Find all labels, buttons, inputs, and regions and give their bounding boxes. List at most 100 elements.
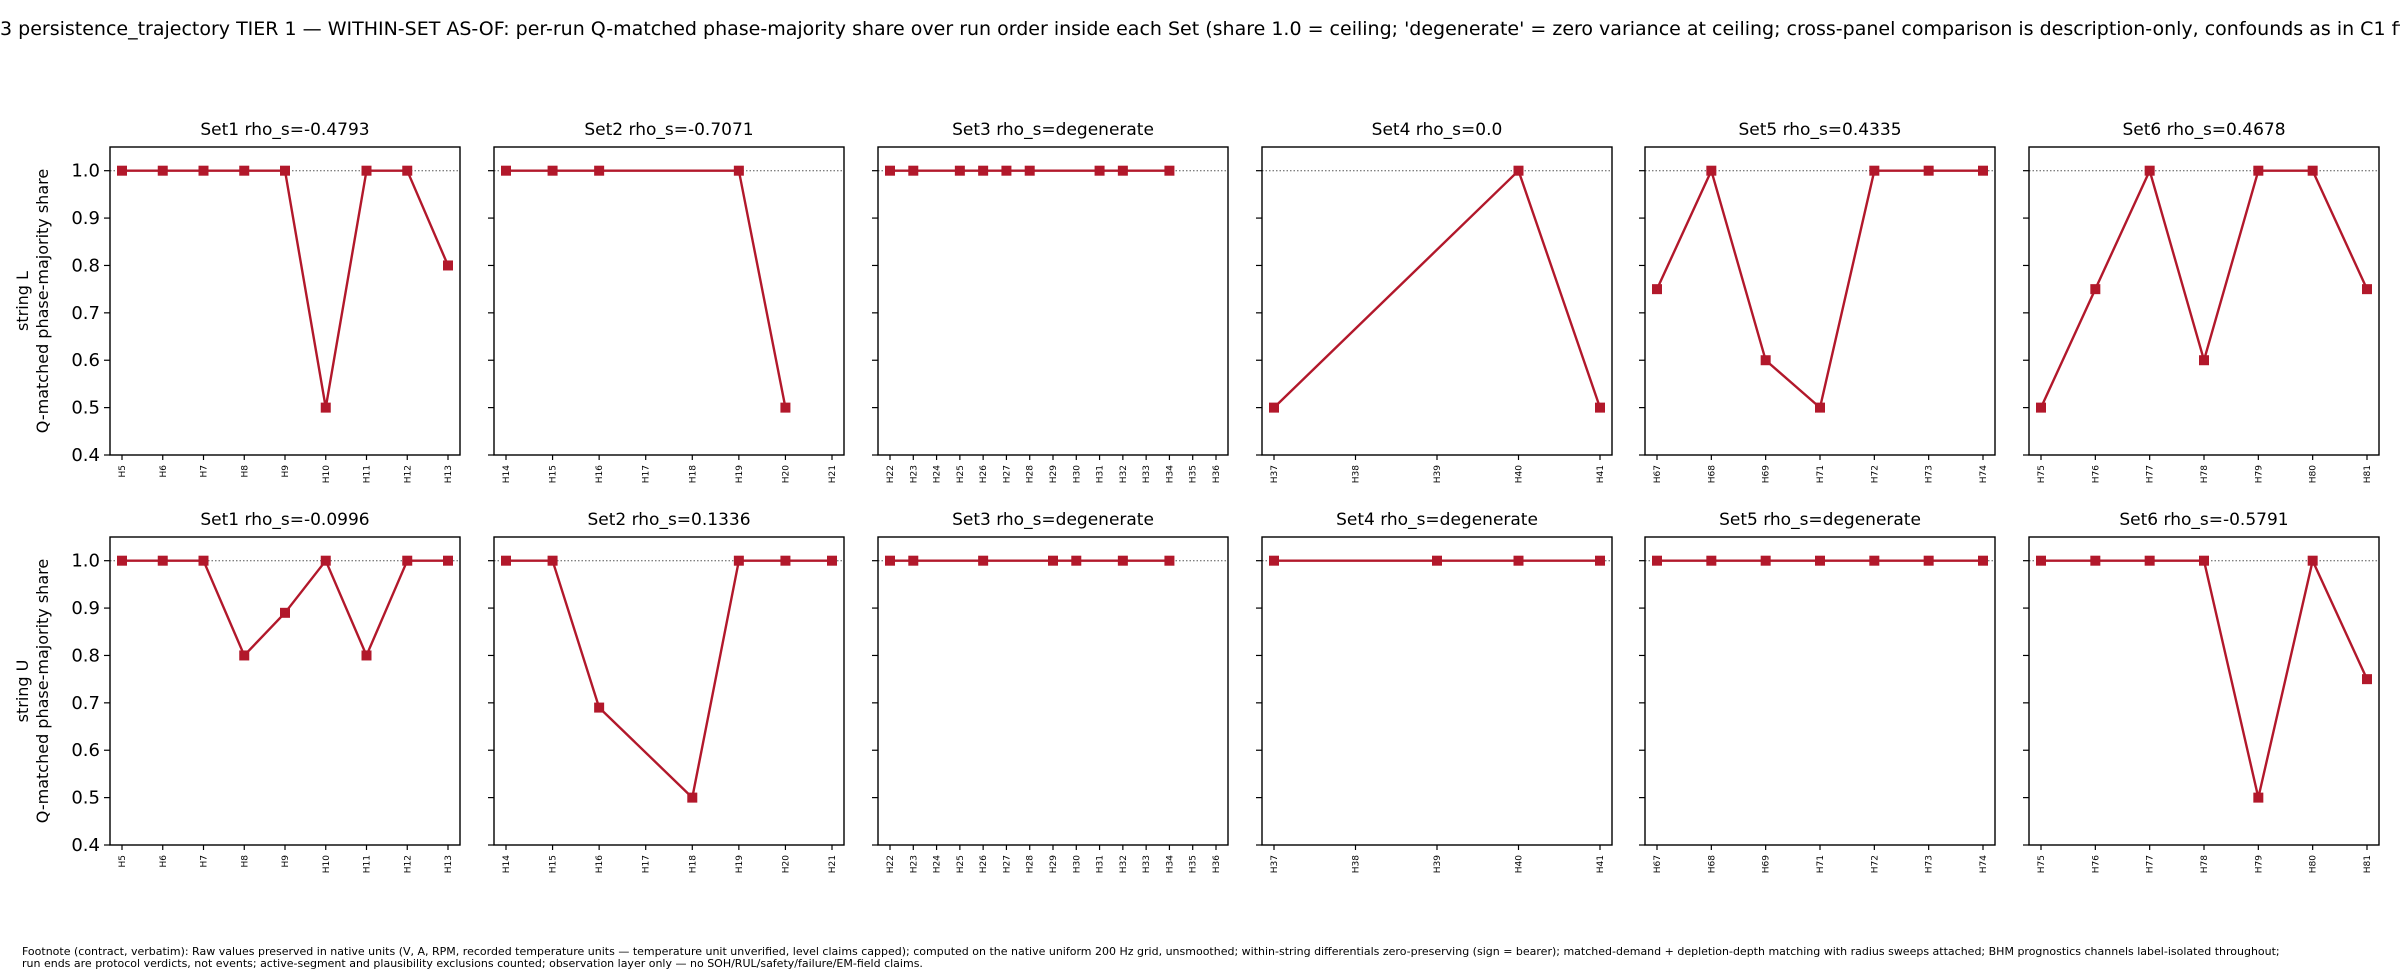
panel: Set5 rho_s=degenerate H67 H68 H69 H71 H72 H73 H… [1639,510,1996,873]
panel: Set4 rho_s=0.0 H37 H38 H39 H40 H41 [1256,120,1613,483]
data-point [1815,402,1825,413]
data-point [198,165,209,176]
x-tick-label: H39 [1433,465,1443,483]
y-tick-label: 0.4 [71,445,100,466]
data-point [2144,165,2155,176]
x-tick-label: H78 [2200,465,2210,483]
x-tick-label: H9 [281,465,291,478]
x-tick-label: H69 [1762,855,1772,873]
data-point [1652,555,1662,566]
y-tick-label: 1.0 [71,551,100,572]
data-point [1923,555,1934,566]
x-tick-label: H41 [1596,855,1606,873]
y-tick-label: 0.9 [71,598,100,619]
data-point [501,165,511,176]
data-point [1706,555,1717,566]
panel: Set4 rho_s=degenerate H37 H38 H39 H40 H41 [1256,510,1613,873]
x-tick-label: H68 [1707,465,1717,483]
x-tick-label: H19 [735,855,745,873]
data-point [908,165,919,176]
data-point [239,165,250,176]
row-ylabel-share: Q-matched phase-majority share [33,559,52,823]
panel-frame [109,536,461,846]
data-point [885,555,895,566]
panel-title: Set5 rho_s=0.4335 [1738,120,1901,140]
x-tick-label: H6 [159,855,169,868]
panel-frame [493,536,845,846]
panel: Set5 rho_s=0.4335 H67 H68 H69 H71 H72 H73 H74 [1639,120,1996,483]
footnote: Footnote (contract, verbatim): Raw value… [22,946,2392,970]
row-ylabel-string: string U [13,660,32,723]
panel-title: Set4 rho_s=degenerate [1336,510,1538,530]
x-tick-label: H73 [1925,855,1935,873]
panel-frame [1261,146,1613,456]
series-line [1273,169,1602,409]
x-tick-label: H15 [549,465,559,483]
data-point [594,165,605,176]
x-tick-label: H22 [886,855,896,873]
data-point [2090,284,2101,295]
x-tick-label: H33 [1142,855,1152,873]
data-point [1048,555,1058,566]
panel-title: Set1 rho_s=-0.0996 [200,510,369,530]
x-tick-label: H12 [403,855,413,873]
x-tick-label: H32 [1119,855,1129,873]
x-tick-label: H80 [2309,855,2319,873]
x-tick-label: H26 [979,465,989,483]
data-point [733,555,744,566]
y-tick-label: 0.6 [71,350,100,371]
panel-title: Set1 rho_s=-0.4793 [200,120,369,140]
data-point [402,555,413,566]
data-point [2362,674,2372,685]
panel: Set3 rho_s=degenerate H22 H23 H24 H25 H26 H27 H… [872,120,1229,483]
footnote-line-1: Footnote (contract, verbatim): Raw value… [22,945,2280,958]
x-tick-label: H72 [1870,465,1880,483]
x-tick-label: H33 [1142,465,1152,483]
data-point [547,165,558,176]
data-point [2144,555,2155,566]
panel-frame [2028,146,2380,456]
x-tick-label: H28 [1026,465,1036,483]
y-tick-label: 0.5 [71,788,100,809]
x-tick-label: H14 [502,465,512,483]
data-point [1869,555,1880,566]
data-point [1978,555,1988,566]
x-tick-label: H21 [828,855,838,873]
x-tick-label: H27 [1002,465,1012,483]
x-tick-label: H75 [2037,855,2047,873]
data-point [780,555,791,566]
x-tick-label: H77 [2146,855,2156,873]
data-point [908,555,919,566]
data-point [1001,165,1012,176]
data-point [1815,555,1825,566]
x-tick-label: H31 [1096,855,1106,873]
data-point [2199,355,2209,366]
x-tick-label: H36 [1212,855,1222,873]
y-tick-label: 0.8 [71,645,100,666]
x-tick-label: H78 [2200,855,2210,873]
data-point [733,165,744,176]
data-point [2307,165,2318,176]
x-tick-label: H19 [735,465,745,483]
data-point [780,402,791,413]
data-point [1094,165,1105,176]
figure-title: 3 persistence_trajectory TIER 1 — WITHIN… [0,18,2400,40]
x-tick-label: H27 [1002,855,1012,873]
series-line [1655,169,1983,409]
panel: Set1 rho_s=-0.4793 0.4 0.5 0.6 0.7 0.8 0.9 1.0 H… [71,120,461,483]
x-tick-label: H14 [502,855,512,873]
x-tick-label: H9 [281,855,291,868]
panel-title: Set6 rho_s=-0.5791 [2119,510,2288,530]
x-tick-label: H40 [1515,465,1525,483]
y-tick-label: 0.4 [71,835,100,856]
data-point [1269,402,1279,413]
x-tick-label: H25 [956,465,966,483]
y-tick-label: 0.8 [71,255,100,276]
data-point [1117,555,1128,566]
data-point [1269,555,1279,566]
x-tick-label: H79 [2254,855,2264,873]
x-tick-label: H18 [688,855,698,873]
data-point [1760,355,1771,366]
